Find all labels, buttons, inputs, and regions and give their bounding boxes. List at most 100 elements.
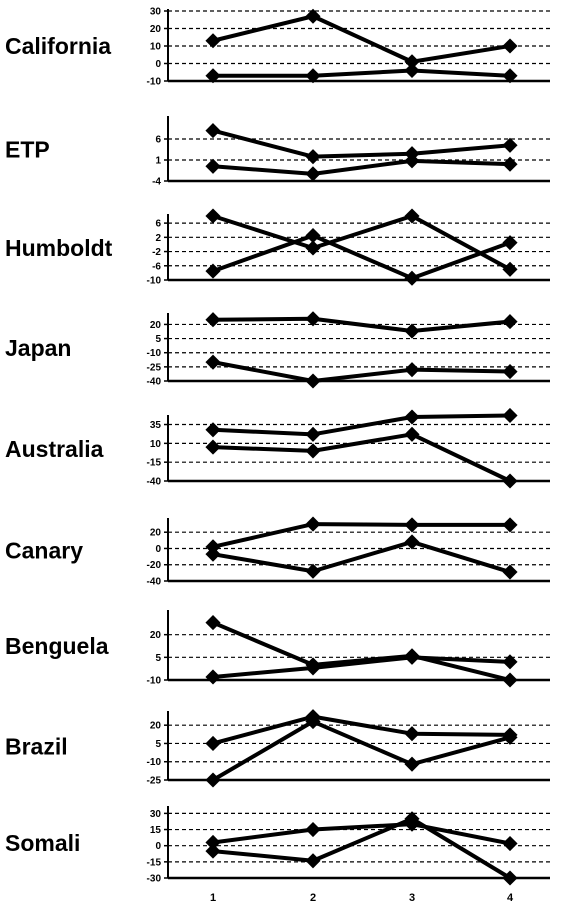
region-label: Japan (5, 335, 71, 361)
panel-australia: Australia 35 10 -15 -40 (5, 407, 550, 489)
data-point (305, 443, 321, 459)
data-point (404, 726, 420, 742)
y-tick-label: 6 (155, 219, 161, 230)
series-line (212, 128, 511, 159)
series-line (212, 432, 511, 483)
region-label: California (5, 33, 111, 59)
data-point (205, 669, 221, 685)
y-tick-label: 6 (155, 135, 161, 146)
data-point (404, 409, 420, 425)
y-tick-label: -25 (147, 362, 162, 373)
y-tick-label: 10 (150, 439, 162, 450)
data-point (205, 843, 221, 859)
y-tick-label: 0 (155, 544, 161, 555)
series-line (212, 714, 511, 746)
data-point (502, 156, 518, 172)
data-point (205, 208, 221, 224)
data-point (502, 870, 518, 886)
y-tick-label: 35 (150, 420, 162, 431)
y-tick-label: -10 (147, 77, 162, 88)
data-point (502, 38, 518, 54)
data-point (205, 546, 221, 562)
data-point (305, 426, 321, 442)
region-label: Brazil (5, 734, 68, 760)
y-tick-label: 20 (150, 320, 162, 331)
series-line (212, 233, 511, 281)
data-point (502, 314, 518, 330)
x-tick-label: 1 (210, 892, 216, 904)
y-tick-label: -20 (147, 560, 162, 571)
data-point (502, 729, 518, 745)
region-label: Humboldt (5, 235, 113, 261)
data-point (404, 323, 420, 339)
panel-somali: Somali 30 15 0 -15 -30 (5, 806, 550, 886)
data-point (404, 362, 420, 378)
data-point (502, 68, 518, 84)
panel-japan: Japan 20 5 -10 -25 -40 (5, 311, 550, 389)
y-tick-label: 15 (150, 825, 162, 836)
y-tick-label: 10 (150, 42, 162, 53)
data-point (502, 672, 518, 688)
x-tick-label: 4 (507, 892, 514, 904)
data-point (205, 68, 221, 84)
y-tick-label: -25 (147, 776, 162, 787)
y-tick-label: 20 (150, 528, 162, 539)
data-point (205, 312, 221, 328)
series-line (212, 214, 511, 272)
y-tick-label: 20 (150, 721, 162, 732)
data-point (205, 615, 221, 631)
data-point (404, 153, 420, 169)
data-point (305, 166, 321, 182)
series-line (212, 822, 511, 846)
data-point (502, 261, 518, 277)
y-tick-label: -40 (147, 577, 162, 588)
data-point (305, 821, 321, 838)
region-label: Benguela (5, 633, 109, 659)
y-tick-label: 0 (155, 59, 161, 70)
data-point (305, 149, 321, 165)
region-label: Australia (5, 436, 104, 462)
data-point (305, 227, 321, 244)
data-point (404, 517, 420, 533)
data-point (205, 422, 221, 438)
data-point (502, 517, 518, 533)
data-point (205, 439, 221, 455)
x-tick-label: 2 (310, 892, 316, 904)
data-point (305, 8, 321, 24)
y-tick-label: -15 (147, 458, 162, 469)
y-tick-label: -40 (147, 377, 162, 388)
y-tick-label: 2 (155, 233, 161, 244)
data-point (404, 62, 420, 79)
data-point (305, 853, 321, 869)
y-tick-label: -4 (152, 177, 161, 188)
y-tick-label: -10 (147, 276, 162, 287)
data-point (205, 123, 221, 139)
data-point (205, 772, 221, 788)
series-line (212, 620, 511, 682)
data-point (404, 208, 420, 224)
data-point (502, 137, 518, 153)
data-point (305, 373, 321, 389)
data-point (205, 354, 221, 370)
y-tick-label: 5 (155, 739, 161, 750)
data-point (502, 364, 518, 380)
series-line (212, 816, 512, 880)
data-point (502, 407, 518, 424)
panel-humboldt: Humboldt 6 2 -2 -6 -10 (5, 208, 550, 287)
data-point (502, 235, 518, 251)
series-line (212, 158, 511, 176)
data-point (205, 263, 221, 279)
y-tick-label: -2 (152, 247, 161, 258)
data-point (404, 534, 420, 550)
region-label: Canary (5, 538, 83, 564)
y-tick-label: -6 (152, 261, 161, 272)
panel-canary: Canary 20 0 -20 -40 (5, 516, 550, 588)
data-point (305, 660, 321, 676)
data-point (404, 270, 420, 286)
data-point (404, 811, 420, 827)
data-point (502, 473, 518, 489)
y-tick-label: 0 (155, 841, 161, 852)
data-point (305, 516, 321, 532)
series-line (212, 655, 511, 679)
